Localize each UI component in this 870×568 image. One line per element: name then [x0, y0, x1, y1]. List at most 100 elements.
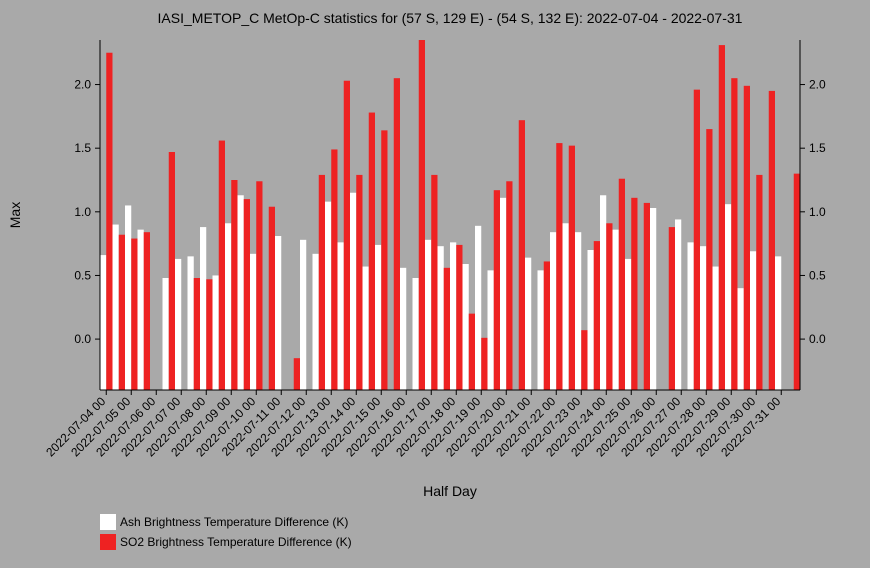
bar-so2	[118, 234, 125, 390]
bar-ash	[112, 224, 119, 390]
bar-so2	[556, 143, 563, 390]
bar-so2	[793, 173, 800, 390]
bar-ash	[650, 208, 657, 390]
bar-so2	[368, 112, 375, 390]
bar-ash	[437, 246, 444, 390]
bar-so2	[581, 330, 588, 390]
bar-so2	[381, 130, 388, 390]
bar-ash	[700, 246, 707, 390]
bar-ash	[337, 242, 344, 390]
bar-so2	[218, 140, 225, 390]
legend: Ash Brightness Temperature Difference (K…	[100, 512, 352, 552]
bar-ash	[500, 197, 507, 390]
bar-so2	[106, 52, 113, 391]
legend-item-ash: Ash Brightness Temperature Difference (K…	[100, 512, 352, 532]
bar-so2	[456, 244, 463, 390]
bar-ash	[562, 223, 569, 390]
bar-so2	[243, 199, 250, 390]
bar-ash	[350, 192, 357, 390]
bar-so2	[518, 120, 525, 390]
legend-swatch-so2	[100, 534, 116, 550]
bar-so2	[343, 80, 350, 391]
axes-group	[99, 40, 801, 391]
bar-so2	[693, 89, 700, 391]
bar-so2	[431, 174, 438, 390]
bar-ash	[312, 253, 319, 390]
bar-so2	[356, 174, 363, 390]
bar-ash	[225, 223, 232, 390]
y-tick-label-left: 0.5	[74, 268, 91, 282]
bar-ash	[237, 195, 244, 390]
bar-ash	[600, 195, 607, 390]
bar-so2	[131, 238, 138, 390]
bar-so2	[568, 145, 575, 390]
bar-so2	[543, 261, 550, 390]
bar-ash	[575, 232, 582, 390]
bar-ash	[425, 239, 432, 390]
bar-so2	[643, 202, 650, 390]
bar-ash	[162, 278, 169, 390]
legend-swatch-ash	[100, 514, 116, 530]
bar-so2	[756, 174, 763, 390]
bar-ash	[487, 270, 494, 390]
bar-so2	[481, 337, 488, 390]
bar-ash	[675, 219, 682, 390]
bar-so2	[593, 241, 600, 390]
bar-ash	[375, 244, 382, 390]
y-tick-label-right: 2.0	[809, 78, 826, 92]
bar-ash	[362, 266, 369, 390]
bar-so2	[743, 85, 750, 391]
ticks-group: 0.0 0.00.5 0.51.0 1.01.5 1.52.0 2.02022-07-04…	[43, 78, 826, 460]
bar-ash	[137, 229, 144, 390]
bar-ash	[775, 256, 782, 390]
y-tick-label-right: 1.5	[809, 141, 826, 155]
bar-so2	[706, 129, 713, 390]
legend-label-so2: SO2 Brightness Temperature Difference (K…	[120, 535, 352, 549]
bar-so2	[418, 40, 425, 390]
bar-ash	[212, 275, 219, 390]
y-tick-label-left: 2.0	[74, 78, 91, 92]
bar-so2	[731, 78, 738, 390]
bar-ash	[100, 255, 107, 390]
bar-ash	[737, 288, 744, 390]
bar-ash	[187, 256, 194, 390]
bar-ash	[175, 258, 182, 390]
bar-ash	[612, 229, 619, 390]
bar-ash	[550, 232, 557, 390]
bar-so2	[631, 197, 638, 390]
y-tick-label-left: 0.0	[74, 332, 91, 346]
bar-so2	[506, 181, 513, 390]
chart-title: IASI_METOP_C MetOp-C statistics for (57 …	[158, 10, 743, 26]
bar-ash	[525, 257, 532, 390]
bar-ash	[750, 251, 757, 390]
bar-so2	[143, 232, 150, 390]
bar-ash	[687, 242, 694, 390]
y-tick-label-left: 1.0	[74, 205, 91, 219]
bar-ash	[275, 236, 282, 390]
x-axis-label: Half Day	[423, 483, 477, 499]
y-tick-label-left: 1.5	[74, 141, 91, 155]
bar-ash	[537, 270, 544, 390]
bar-ash	[200, 227, 207, 390]
bars-group	[100, 40, 800, 391]
bar-so2	[206, 279, 213, 390]
bar-ash	[725, 204, 732, 390]
bar-ash	[412, 278, 419, 390]
bar-ash	[325, 201, 332, 390]
bar-so2	[718, 45, 725, 390]
bar-so2	[256, 181, 263, 390]
y-axis-label: Max	[7, 202, 23, 228]
bar-so2	[231, 180, 238, 390]
bar-so2	[193, 278, 200, 390]
bar-ash	[450, 242, 457, 390]
bar-ash	[587, 250, 594, 390]
bar-so2	[443, 267, 450, 390]
bar-so2	[268, 206, 275, 390]
bar-so2	[606, 223, 613, 390]
legend-item-so2: SO2 Brightness Temperature Difference (K…	[100, 532, 352, 552]
bar-ash	[125, 205, 132, 390]
bar-so2	[493, 190, 500, 390]
bar-ash	[300, 239, 307, 390]
bar-ash	[462, 264, 469, 390]
